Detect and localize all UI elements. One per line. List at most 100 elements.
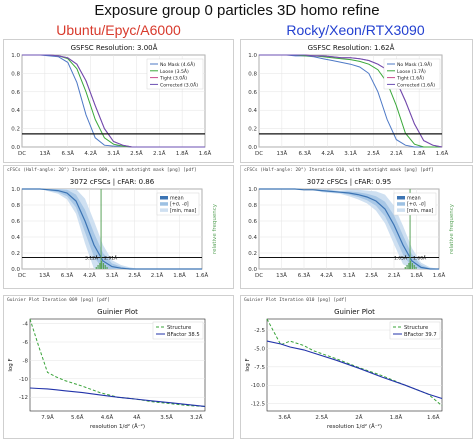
gsfsc-y-tick-label: 1.0 <box>11 53 20 59</box>
cfsc-annotation: 1.65Å <box>394 255 408 262</box>
cfsc-y-tick-label: 0.2 <box>248 251 257 257</box>
guinier-chart-left: Guinier Plot -4 -6 -8 -10 -12 7.9Å 5.6Å 4.6Å 4Å 3.… <box>8 308 206 430</box>
guinier-y-axis-label: log F <box>8 358 14 371</box>
cfsc-y-tick-label: 0.6 <box>248 219 257 225</box>
guinier-chart-right: Guinier Plot -2.5 -5.0 -7.5 -10.0 -12.5 3.6Å 2.… <box>245 308 443 430</box>
cfsc-y-tick-label: 0.8 <box>248 203 257 209</box>
guinier-x-tick-label: 4.6Å <box>101 414 114 421</box>
gsfsc-x-tick-label: 4.2Å <box>84 150 97 157</box>
gsfsc-y-tick-label: 1.0 <box>248 53 257 59</box>
guinier-legend-label: BFactor 39.7 <box>404 332 437 338</box>
guinier-structure-line <box>29 318 206 407</box>
gsfsc-y-tick-label: 0.0 <box>11 145 20 151</box>
gsfsc-y-tick-label: 0.8 <box>11 71 20 77</box>
cfsc-title: 3072 cFSCs | cFAR: 0.86 <box>70 178 155 186</box>
column-heading-right: Rocky/Xeon/RTX3090 <box>286 22 425 38</box>
cfsc-y-tick-label: 1.0 <box>248 187 257 193</box>
gsfsc-x-tick-label: 1.6Å <box>436 150 449 157</box>
cfsc-x-tick-label: 4.2Å <box>320 272 333 279</box>
gsfsc-y-tick-label: 0.4 <box>248 108 257 114</box>
cfsc-histogram-bar <box>106 267 108 269</box>
gsfsc-x-tick-label: 1.8Å <box>413 150 426 157</box>
guinier-x-tick-label: 1.8Å <box>390 414 403 421</box>
gsfsc-panel-left: GSFSC Resolution: 3.00Å 0.0 0.2 0.4 0.6 0.8 1.… <box>3 39 234 163</box>
cfsc-panel-left: cFSCs (Half-angle: 20°) Iteration 009, w… <box>3 165 234 289</box>
guinier-x-tick-label: 2.5Å <box>315 414 328 421</box>
guinier-x-tick-label: 1.6Å <box>427 414 440 421</box>
cfsc-mean-line <box>259 188 439 270</box>
cfsc-histogram-bar <box>413 265 415 269</box>
gsfsc-x-tick-label: 1.8Å <box>176 150 189 157</box>
cfsc-header-left: cFSCs (Half-angle: 20°) Iteration 009, w… <box>7 168 197 173</box>
cfsc-x-tick-label: 2.5Å <box>128 272 141 279</box>
gsfsc-legend-label: Corrected (3.0Å) <box>160 81 198 88</box>
gsfsc-chart-left: GSFSC Resolution: 3.00Å 0.0 0.2 0.4 0.6 0.8 1.… <box>11 43 211 157</box>
cfsc-histogram-bar <box>99 263 101 269</box>
cfsc-y-tick-label: 0.4 <box>248 235 257 241</box>
gsfsc-legend-label: Tight (3.0Å) <box>159 75 187 82</box>
gsfsc-y-tick-label: 0.2 <box>11 127 20 133</box>
guinier-panel-left: Guinier Plot Iteration 009 [png] [pdf] G… <box>3 295 234 439</box>
guinier-x-tick-label: 3.5Å <box>160 414 173 421</box>
guinier-x-tick-label: 2Å <box>355 414 362 421</box>
guinier-y-tick-label: -7.5 <box>254 365 265 371</box>
cfsc-x-tick-label: 1.8Å <box>410 272 423 279</box>
cfsc-histogram-bar <box>406 265 408 269</box>
gsfsc-y-tick-label: 0.4 <box>11 108 20 114</box>
guinier-y-tick-label: -2.5 <box>254 328 265 334</box>
gsfsc-title: GSFSC Resolution: 3.00Å <box>71 43 158 52</box>
cfsc-histogram-bar <box>411 263 414 269</box>
guinier-x-axis-label: resolution 1/d² (Å⁻²) <box>327 423 382 430</box>
gsfsc-panel-right: GSFSC Resolution: 1.62Å 0.0 0.2 0.4 0.6 0.8 1.… <box>240 39 473 163</box>
gsfsc-legend-label: No Mask (1.9Å) <box>397 61 432 68</box>
gsfsc-x-tick-label: 3.1Å <box>107 150 120 157</box>
cfsc-histogram-bar <box>95 267 97 269</box>
guinier-bfactor-line <box>29 387 206 407</box>
gsfsc-title: GSFSC Resolution: 1.62Å <box>308 43 395 52</box>
cfsc-y-tick-label: 1.0 <box>11 187 20 193</box>
cfsc-legend-swatch <box>160 196 168 200</box>
gsfsc-x-tick-label: 3.1Å <box>344 150 357 157</box>
guinier-y-tick-label: -12 <box>19 395 28 401</box>
gsfsc-series-line <box>22 54 205 148</box>
cfsc-y-tick-label: 0.0 <box>11 267 20 273</box>
guinier-y-tick-label: -6 <box>23 340 29 346</box>
cfsc-chart-left: 3072 cFSCs | cFAR: 0.86 0.0 0.2 0.4 0.6 0.8 1.… <box>11 178 218 279</box>
cfsc-x-tick-label: 3.1Å <box>343 272 356 279</box>
cfsc-x-tick-label: 2.1Å <box>151 272 164 279</box>
guinier-y-tick-label: -10 <box>19 377 28 383</box>
guinier-legend-box <box>389 321 441 340</box>
gsfsc-x-tick-label: 2.1Å <box>153 150 166 157</box>
guinier-y-tick-label: -12.5 <box>251 402 266 408</box>
cfsc-annotation: 1.60Å <box>413 255 427 262</box>
gsfsc-y-tick-label: 0.0 <box>248 145 257 151</box>
cfsc-x-tick-label: 2.5Å <box>365 272 378 279</box>
cfsc-x-tick-label: 13Å <box>39 272 50 279</box>
guinier-legend-box <box>152 321 204 340</box>
cfsc-histogram-bar <box>101 261 103 269</box>
cfsc-x-tick-label: 6.3Å <box>298 272 311 279</box>
guinier-header-right: Guinier Plot Iteration 010 [png] [pdf] <box>244 298 347 303</box>
cfsc-legend-swatch <box>397 202 405 206</box>
cfsc-legend-swatch <box>160 208 168 212</box>
guinier-title: Guinier Plot <box>97 308 138 316</box>
cfsc-annotation: 2.91Å <box>104 255 118 262</box>
gsfsc-x-tick-label: 2.5Å <box>130 150 143 157</box>
cfsc-x-tick-label: 2.1Å <box>388 272 401 279</box>
cfsc-panel-right: cFSCs (Half-angle: 20°) Iteration 010, w… <box>240 165 473 289</box>
cfsc-legend-label: mean <box>407 197 421 202</box>
guinier-x-tick-label: 3.2Å <box>190 414 203 421</box>
gsfsc-legend-label: Loose (1.7Å) <box>397 68 426 75</box>
cfsc-legend-label: mean <box>170 197 184 202</box>
guinier-legend-label: Structure <box>404 325 428 331</box>
cfsc-legend-swatch <box>397 208 405 212</box>
guinier-legend-label: BFactor 38.5 <box>167 332 200 338</box>
gsfsc-y-tick-label: 0.2 <box>248 127 257 133</box>
guinier-header-left: Guinier Plot Iteration 009 [png] [pdf] <box>7 298 110 303</box>
gsfsc-legend-label: Loose (3.5Å) <box>160 68 189 75</box>
cfsc-title: 3072 cFSCs | cFAR: 0.95 <box>307 178 391 186</box>
cfsc-histogram-bar <box>104 265 106 269</box>
cfsc-x-tick-label: 4.2Å <box>83 272 96 279</box>
gsfsc-x-tick-label: 2.5Å <box>367 150 380 157</box>
gsfsc-x-tick-label: DC <box>18 151 26 157</box>
